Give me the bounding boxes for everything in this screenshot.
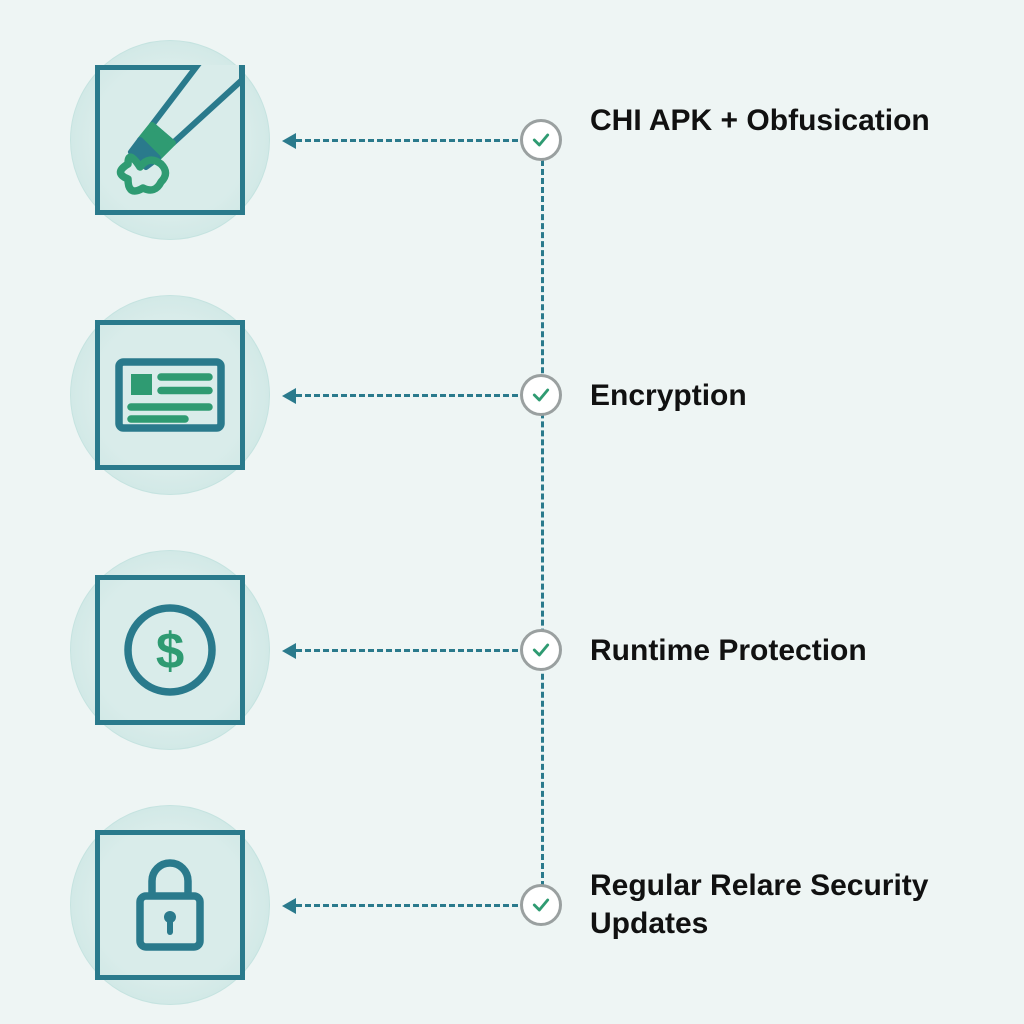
check-icon (531, 385, 551, 405)
checkpoint (520, 884, 562, 926)
check-icon (531, 640, 551, 660)
row-obfuscation: CHI APK + Obfusication (0, 40, 1024, 240)
arrowhead (282, 898, 296, 914)
row-updates: Regular Relare Security Updates (0, 805, 1024, 1005)
label-updates: Regular Relare Security Updates (590, 867, 970, 942)
checkpoint (520, 374, 562, 416)
svg-text:$: $ (156, 622, 184, 679)
arrowhead (282, 643, 296, 659)
vertical-connector (541, 160, 544, 905)
label-text: Runtime Protection (590, 634, 867, 667)
id-card-icon (95, 320, 245, 470)
pen-star-icon (95, 65, 245, 215)
connector-h (296, 394, 518, 397)
check-icon (531, 130, 551, 150)
dollar-coin-icon: $ (95, 575, 245, 725)
icon-wrap-obfuscation (70, 40, 270, 240)
row-encryption: Encryption (0, 295, 1024, 495)
connector-h (296, 904, 518, 907)
label-text: Regular Relare Security Updates (590, 869, 928, 940)
check-icon (531, 895, 551, 915)
row-runtime: $ Runtime Protection (0, 550, 1024, 750)
lock-icon (95, 830, 245, 980)
label-encryption: Encryption (590, 377, 950, 415)
checkpoint (520, 119, 562, 161)
icon-wrap-runtime: $ (70, 550, 270, 750)
icon-wrap-updates (70, 805, 270, 1005)
connector-h (296, 139, 518, 142)
label-obfuscation: CHI APK + Obfusication (590, 102, 950, 140)
arrowhead (282, 133, 296, 149)
label-runtime: Runtime Protection (590, 632, 990, 670)
label-text: CHI APK + Obfusication (590, 104, 930, 137)
checkpoint (520, 629, 562, 671)
label-text: Encryption (590, 379, 747, 412)
connector-h (296, 649, 518, 652)
arrowhead (282, 388, 296, 404)
icon-wrap-encryption (70, 295, 270, 495)
